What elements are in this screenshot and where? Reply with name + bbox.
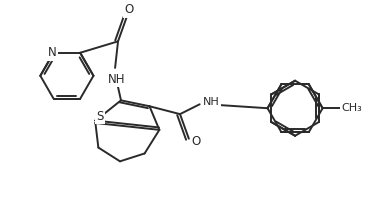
Text: N: N	[48, 46, 57, 59]
Text: NH: NH	[203, 97, 219, 107]
Text: O: O	[124, 3, 134, 16]
Text: S: S	[97, 110, 104, 123]
Text: CH₃: CH₃	[341, 103, 362, 113]
Text: O: O	[192, 135, 201, 148]
Text: NH: NH	[108, 73, 126, 86]
